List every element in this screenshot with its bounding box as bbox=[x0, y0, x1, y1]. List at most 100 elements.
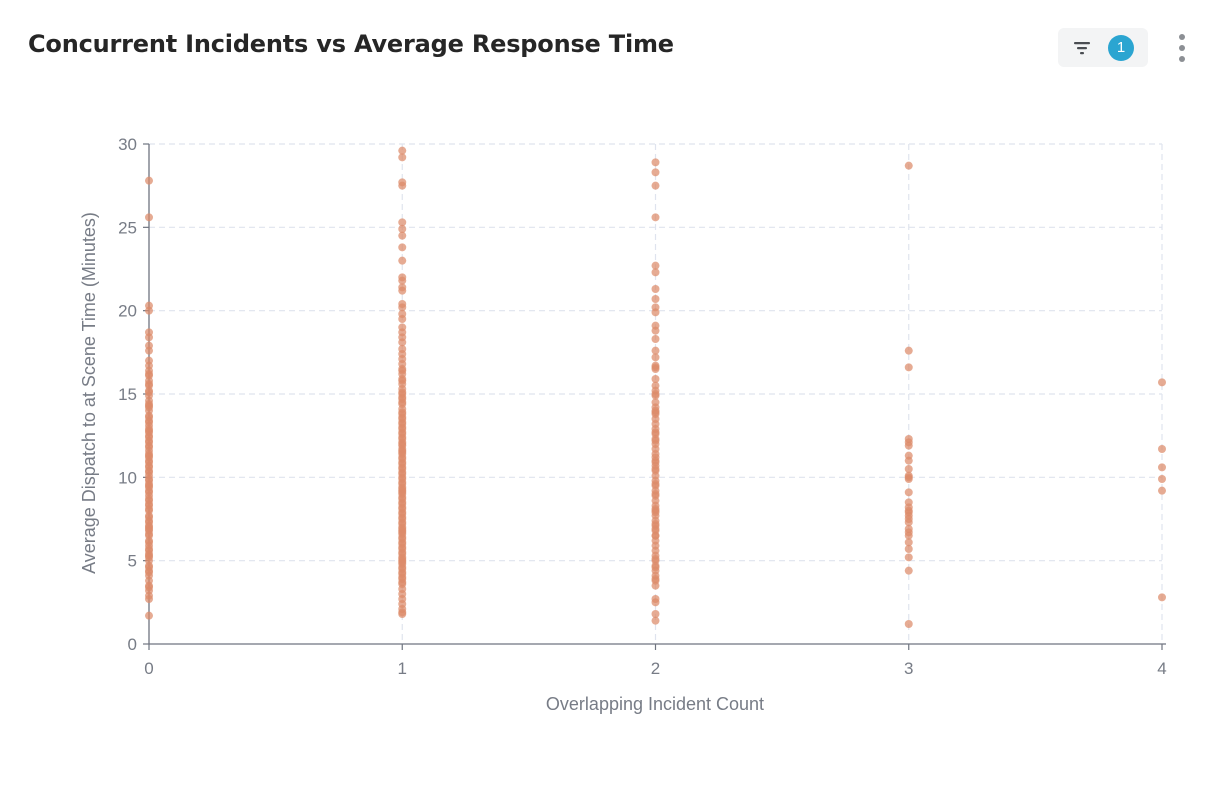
scatter-point bbox=[398, 473, 407, 482]
scatter-point bbox=[145, 403, 153, 412]
chart-points bbox=[145, 146, 1166, 628]
y-tick-label: 30 bbox=[118, 135, 137, 154]
scatter-point bbox=[904, 473, 913, 482]
scatter-point bbox=[1158, 475, 1166, 483]
x-tick-label: 2 bbox=[651, 659, 660, 678]
scatter-point bbox=[398, 556, 407, 565]
y-axis-title: Average Dispatch to at Scene Time (Minut… bbox=[79, 212, 99, 574]
scatter-point bbox=[145, 380, 153, 388]
x-tick-label: 1 bbox=[398, 659, 407, 678]
scatter-point bbox=[398, 376, 407, 385]
scatter-point bbox=[651, 598, 660, 607]
vertical-ellipsis-icon bbox=[1179, 34, 1185, 40]
scatter-point bbox=[398, 486, 407, 495]
scatter-point bbox=[398, 366, 407, 375]
scatter-point bbox=[651, 181, 660, 190]
scatter-point bbox=[651, 326, 660, 335]
scatter-point bbox=[651, 505, 660, 513]
vertical-ellipsis-icon bbox=[1179, 45, 1185, 51]
scatter-point bbox=[398, 146, 407, 155]
scatter-point bbox=[398, 610, 407, 618]
scatter-point bbox=[904, 465, 913, 473]
scatter-point bbox=[904, 518, 913, 527]
scatter-point bbox=[145, 306, 153, 315]
scatter-point bbox=[651, 353, 660, 362]
vertical-ellipsis-icon bbox=[1179, 56, 1185, 62]
scatter-point bbox=[398, 393, 407, 402]
scatter-point bbox=[145, 388, 153, 397]
scatter-point bbox=[145, 568, 153, 577]
y-tick-label: 0 bbox=[128, 635, 137, 654]
scatter-point bbox=[145, 545, 153, 553]
scatter-point bbox=[398, 243, 407, 252]
scatter-point bbox=[651, 346, 660, 355]
scatter-point bbox=[145, 611, 153, 620]
scatter-point bbox=[1158, 463, 1166, 472]
scatter-point bbox=[651, 365, 660, 373]
scatter-point bbox=[651, 261, 660, 270]
scatter-point bbox=[904, 503, 913, 512]
scatter-point bbox=[398, 503, 407, 512]
filter-count-badge: 1 bbox=[1108, 35, 1134, 61]
chart-labels: Overlapping Incident Count Average Dispa… bbox=[79, 212, 764, 714]
filter-button[interactable]: 1 bbox=[1058, 28, 1148, 67]
scatter-point bbox=[398, 276, 407, 285]
x-axis-title: Overlapping Incident Count bbox=[546, 694, 764, 714]
scatter-point bbox=[651, 490, 660, 498]
scatter-point bbox=[145, 213, 153, 222]
scatter-point bbox=[398, 413, 407, 422]
y-tick-label: 15 bbox=[118, 385, 137, 404]
scatter-point bbox=[651, 465, 660, 473]
scatter-point bbox=[398, 453, 407, 462]
y-tick-label: 25 bbox=[118, 218, 137, 237]
scatter-point bbox=[398, 181, 407, 190]
scatter-point bbox=[904, 363, 913, 372]
scatter-point bbox=[398, 153, 407, 162]
scatter-point bbox=[651, 531, 660, 540]
scatter-point bbox=[651, 428, 660, 437]
x-tick-label: 4 bbox=[1157, 659, 1166, 678]
scatter-point bbox=[398, 231, 407, 240]
more-options-button[interactable] bbox=[1170, 32, 1196, 64]
scatter-point bbox=[145, 443, 153, 452]
scatter-point bbox=[651, 168, 660, 177]
scatter-point bbox=[651, 575, 660, 583]
scatter-point bbox=[145, 530, 153, 538]
scatter-point bbox=[145, 505, 153, 513]
scatter-point bbox=[145, 553, 153, 562]
chart-title: Concurrent Incidents vs Average Response… bbox=[28, 30, 674, 58]
scatter-point bbox=[145, 495, 153, 503]
scatter-point bbox=[145, 458, 153, 467]
scatter-point bbox=[651, 308, 660, 317]
scatter-point bbox=[145, 333, 153, 342]
scatter-point bbox=[651, 616, 660, 625]
scatter-point bbox=[1158, 378, 1166, 387]
scatter-point bbox=[145, 595, 153, 603]
scatter-point bbox=[651, 390, 660, 398]
scatter-point bbox=[398, 433, 407, 442]
scatter-point bbox=[398, 533, 407, 542]
scatter-point bbox=[651, 480, 660, 488]
scatter-point bbox=[904, 161, 913, 170]
scatter-point bbox=[398, 338, 407, 347]
scatter-point bbox=[651, 563, 660, 572]
scatter-point bbox=[145, 468, 153, 477]
scatter-point bbox=[904, 456, 913, 465]
scatter-point bbox=[398, 225, 407, 233]
scatter-point bbox=[398, 513, 407, 522]
scatter-point bbox=[398, 286, 407, 295]
scatter-point bbox=[904, 553, 913, 562]
scatter-point bbox=[398, 446, 407, 455]
scatter-point bbox=[651, 555, 660, 563]
scatter-point bbox=[651, 406, 660, 415]
scatter-point bbox=[651, 610, 660, 618]
scatter-point bbox=[651, 213, 660, 222]
scatter-point bbox=[398, 303, 407, 312]
scatter-point bbox=[398, 218, 407, 227]
scatter-point bbox=[145, 583, 153, 592]
scatter-point bbox=[145, 480, 153, 488]
scatter-point bbox=[145, 523, 153, 532]
scatter-point bbox=[398, 563, 407, 572]
y-tick-label: 20 bbox=[118, 302, 137, 321]
